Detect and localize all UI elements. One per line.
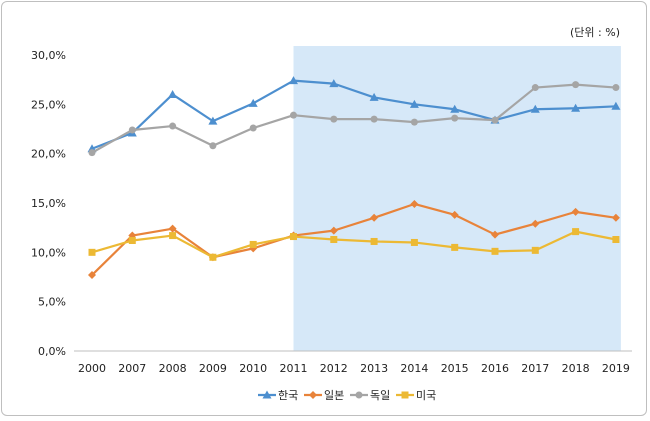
data-point [572,81,580,89]
data-point [491,247,499,255]
x-tick-label: 2018 [562,362,590,375]
x-tick-label: 2010 [239,362,267,375]
x-axis: 2000 2007 2008 2009 2010 2011 2012 2013 2014 2015… [74,350,632,375]
legend-item: 독일 [350,388,390,402]
data-point [531,84,539,92]
data-point [611,213,620,222]
data-point [88,149,96,157]
data-point [370,213,379,222]
data-point [612,84,620,92]
y-tick-label: 10,0% [31,246,66,259]
x-tick-label: 2013 [360,362,388,375]
data-point [409,99,419,108]
data-point [249,240,257,248]
x-tick-label: 2011 [280,362,308,375]
data-point [128,236,136,244]
data-point [369,92,379,101]
data-point [450,210,459,219]
data-point [329,226,338,235]
legend-marker [309,391,317,399]
legend-marker [262,390,272,399]
y-tick-label: 30,0% [31,49,66,62]
x-tick-label: 2000 [78,362,106,375]
legend-label: 독일 [370,388,390,402]
data-point [571,103,581,112]
legend-label: 한국 [278,389,298,402]
data-point [289,76,298,85]
data-point [571,207,580,216]
x-tick-label: 2017 [521,362,549,375]
data-point [209,253,217,261]
data-point [370,115,378,123]
data-point [128,126,136,134]
y-tick-label: 5,0% [38,296,66,309]
y-tick-label: 15,0% [31,197,66,210]
series-4 [88,228,620,261]
legend-item: 일본 [304,388,344,402]
x-tick-label: 2014 [400,362,428,375]
data-point [88,248,96,256]
data-point [370,237,378,245]
data-point [209,142,217,150]
data-point [612,236,620,244]
data-point [290,111,297,119]
legend-marker [355,391,363,399]
data-point [451,114,459,122]
data-point [410,118,418,126]
data-point [330,236,338,244]
series-line [91,83,616,154]
legend-label: 일본 [324,388,344,402]
series-line [91,202,617,276]
y-tick-label: 25,0% [31,98,66,111]
series-3 [88,81,620,157]
series-group [87,76,621,280]
data-point [531,219,540,228]
data-point [491,230,499,239]
legend-item: 미국 [396,389,436,402]
x-tick-label: 2019 [602,362,630,375]
x-tick-label: 2009 [199,362,227,375]
data-point [410,238,418,246]
x-tick-label: 2008 [159,362,187,375]
data-point [168,89,178,98]
y-tick-label: 20,0% [31,148,66,161]
series-line [91,79,616,150]
data-point [169,232,177,240]
data-point [249,124,257,132]
data-point [530,104,540,113]
series-line [91,230,617,259]
legend-item: 한국 [258,389,298,402]
data-point [290,233,297,241]
legend-label: 미국 [416,389,436,402]
data-point [330,115,338,123]
chart-frame: (단위 : %) 0,0% 5,0% 10,0% 15,0% 20,0% 25,0% 30,… [1,1,647,416]
x-tick-label: 2007 [118,362,146,375]
data-point [451,243,459,251]
data-point [88,271,96,280]
data-point [611,101,621,110]
x-tick-label: 2015 [441,362,469,375]
data-point [531,246,539,254]
legend-marker [401,391,409,399]
y-axis: 0,0% 5,0% 10,0% 15,0% 20,0% 25,0% 30,0% [31,49,66,358]
data-point [410,199,419,208]
legend: 한국 일본 독일 미국 [258,388,436,402]
x-tick-label: 2012 [320,362,348,375]
data-point [208,116,218,125]
data-point [491,116,499,124]
highlight-region [293,46,621,351]
data-point [450,104,460,113]
x-tick-label: 2016 [481,362,509,375]
y-tick-label: 0,0% [38,345,66,358]
data-point [248,98,258,107]
data-point [168,224,177,233]
data-point [572,228,580,236]
data-point [329,79,339,88]
data-point [169,122,177,130]
unit-label: (단위 : %) [570,26,620,39]
